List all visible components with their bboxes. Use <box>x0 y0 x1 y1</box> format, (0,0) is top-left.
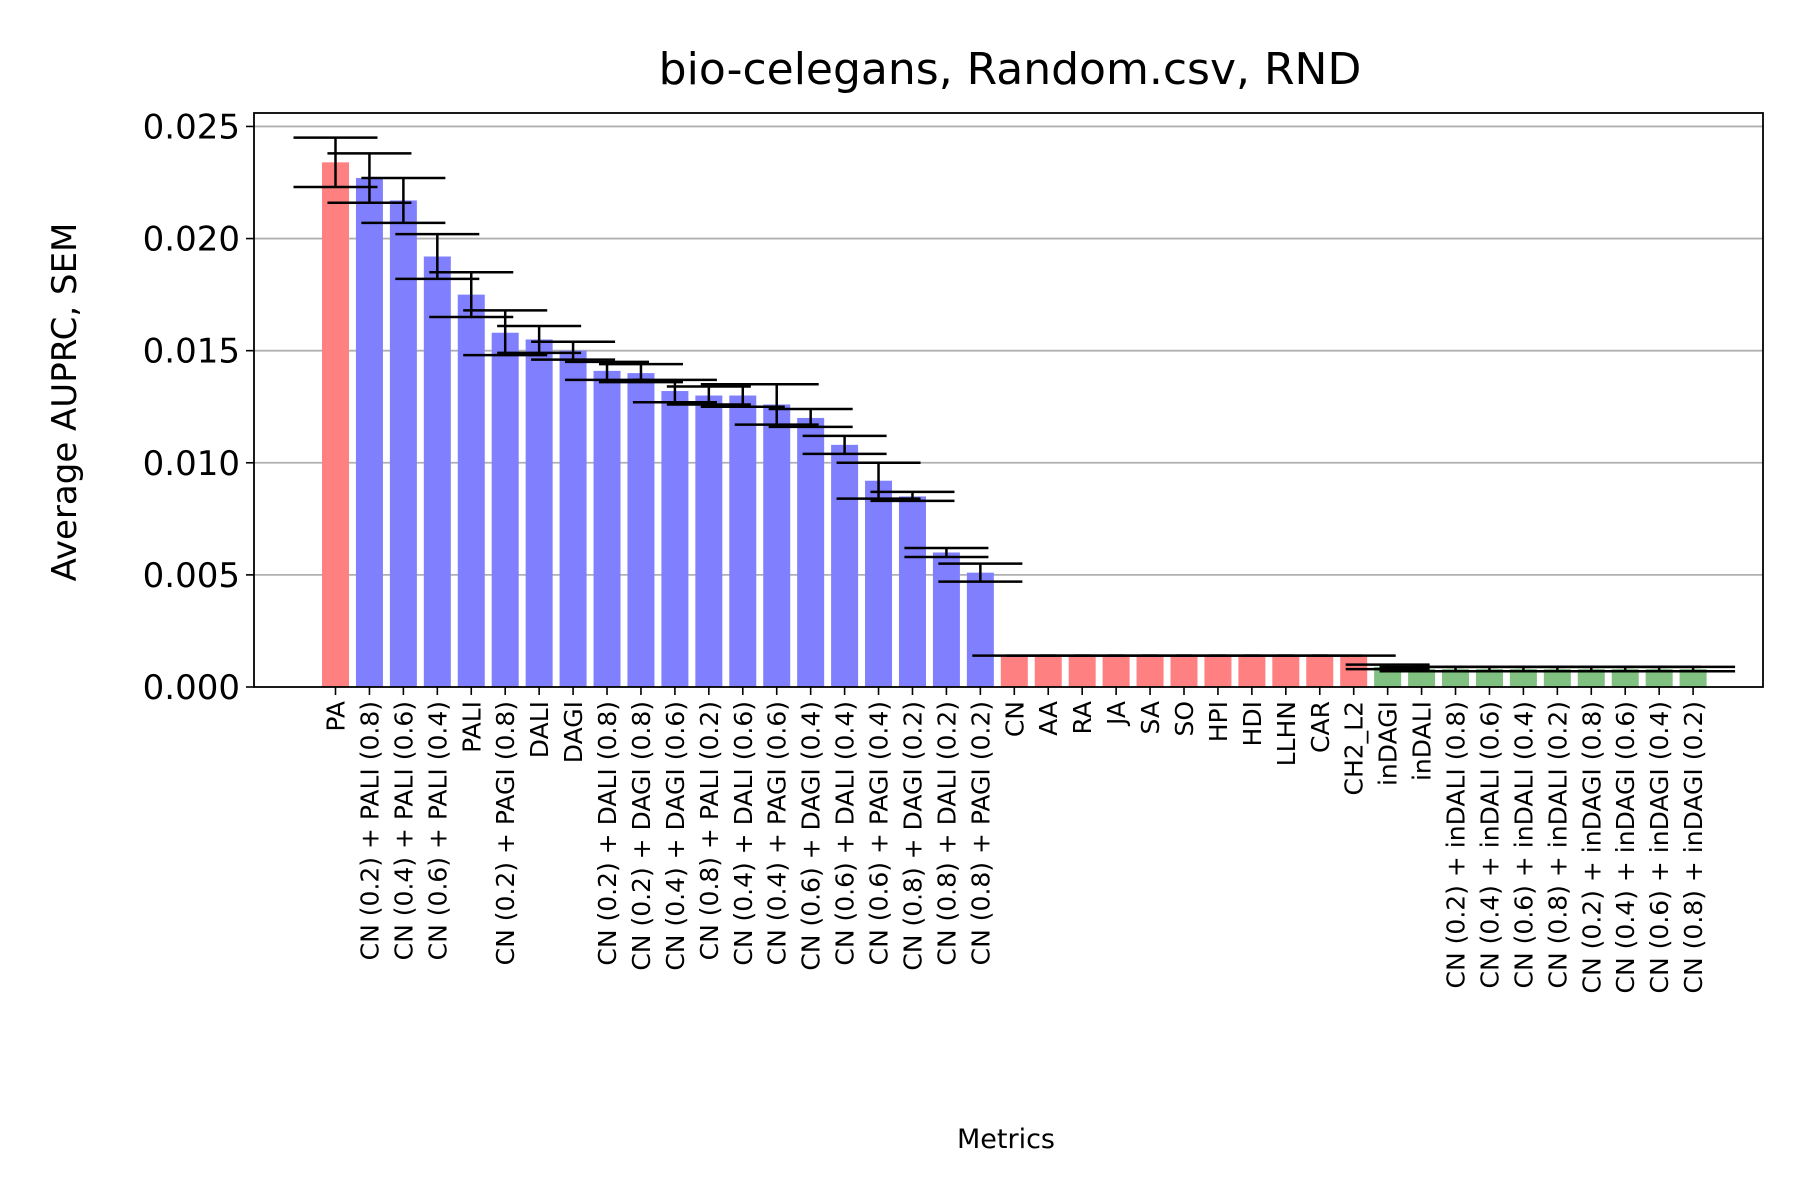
x-tick-label: CN (0.2) + inDAGI (0.8) <box>1577 701 1606 993</box>
bar <box>593 370 621 687</box>
x-tick-label: CN (0.4) + DALI (0.6) <box>729 701 758 966</box>
x-tick-label: CN (0.6) + inDALI (0.4) <box>1509 701 1538 988</box>
y-tick-label: 0.000 <box>143 668 240 708</box>
y-tick-label: 0.020 <box>143 220 240 260</box>
bar <box>423 256 451 687</box>
x-tick-label: CH2_L2 <box>1340 701 1369 796</box>
x-tick-label: CN (0.2) + PALI (0.8) <box>355 701 384 960</box>
x-tick-label: CN (0.6) + DALI (0.4) <box>831 701 860 966</box>
bar <box>457 294 485 687</box>
x-axis-label: Metrics <box>957 1124 1055 1155</box>
bar <box>1204 655 1232 687</box>
x-tick-label: CAR <box>1306 701 1335 753</box>
bar <box>389 200 417 687</box>
bar <box>1034 655 1062 687</box>
bar <box>729 395 757 687</box>
x-tick-label: HPI <box>1204 701 1233 742</box>
x-tick-label: CN (0.4) + inDALI (0.6) <box>1475 701 1504 988</box>
x-tick-label: CN (0.8) + DAGI (0.2) <box>898 701 927 971</box>
bar <box>1306 655 1334 687</box>
bar <box>1509 669 1537 687</box>
x-tick-label: SA <box>1136 701 1165 734</box>
bar <box>797 417 825 687</box>
x-tick-label: CN (0.4) + DAGI (0.6) <box>661 701 690 971</box>
x-tick-label: CN (0.8) + PALI (0.2) <box>695 701 724 960</box>
x-tick-label: inDAGI <box>1374 701 1403 786</box>
y-tick-label: 0.015 <box>143 332 240 372</box>
chart-title: bio-celegans, Random.csv, RND <box>659 44 1362 95</box>
bar <box>1543 669 1571 687</box>
bar <box>627 373 655 687</box>
x-tick-label: CN (0.8) + inDALI (0.2) <box>1543 701 1572 988</box>
x-tick-label: PA <box>322 701 351 732</box>
bar <box>1679 669 1707 687</box>
x-tick-label: CN (0.6) + PAGI (0.4) <box>865 701 894 965</box>
bar <box>661 391 689 687</box>
x-axis-ticks: PA CN (0.2) + PALI (0.8) CN (0.4) + PALI (… <box>322 687 1708 993</box>
bar <box>865 480 893 687</box>
bar <box>898 496 926 687</box>
bar <box>491 332 519 687</box>
x-tick-label: DALI <box>525 701 554 758</box>
bar <box>525 339 553 687</box>
bar <box>932 552 960 687</box>
x-tick-label: CN (0.4) + PAGI (0.6) <box>763 701 792 965</box>
bar <box>355 178 383 687</box>
x-tick-label: AA <box>1034 701 1063 736</box>
x-tick-label: PALI <box>457 701 486 753</box>
y-axis-label: Average AUPRC, SEM <box>45 223 85 582</box>
bar <box>763 404 791 687</box>
x-tick-label: CN (0.6) + inDAGI (0.4) <box>1645 701 1674 993</box>
x-tick-label: CN (0.2) + DALI (0.8) <box>593 701 622 966</box>
x-tick-label: CN <box>1000 701 1029 737</box>
bar <box>559 350 587 687</box>
x-tick-label: CN (0.8) + inDAGI (0.2) <box>1679 701 1708 993</box>
y-axis-ticks: 0.000 0.005 0.010 0.015 0.020 0.025 <box>143 107 254 708</box>
x-tick-label: CN (0.2) + DAGI (0.8) <box>627 701 656 971</box>
bar <box>1577 669 1605 687</box>
bar <box>1611 669 1639 687</box>
y-tick-label: 0.010 <box>143 444 240 484</box>
error-bars <box>293 136 1736 673</box>
x-tick-label: inDALI <box>1408 701 1437 781</box>
bar <box>1102 655 1130 687</box>
bar <box>1000 655 1028 687</box>
bar <box>1272 655 1300 687</box>
bar <box>831 444 859 687</box>
bar <box>1475 669 1503 687</box>
x-tick-label: CN (0.6) + PALI (0.4) <box>423 701 452 960</box>
bar <box>322 162 349 687</box>
x-tick-label: CN (0.4) + PALI (0.6) <box>389 701 418 960</box>
bar <box>1442 669 1470 687</box>
x-tick-label: HDI <box>1238 701 1267 746</box>
bar <box>966 572 994 687</box>
bars <box>322 162 1707 687</box>
x-tick-label: SO <box>1170 701 1199 737</box>
x-tick-label: CN (0.4) + inDAGI (0.6) <box>1611 701 1640 993</box>
x-tick-label: JA <box>1102 701 1131 727</box>
x-tick-label: CN (0.6) + DAGI (0.4) <box>797 701 826 971</box>
x-tick-label: LLHN <box>1272 701 1301 766</box>
x-tick-label: CN (0.2) + inDALI (0.8) <box>1442 701 1471 988</box>
x-tick-label: RA <box>1068 701 1097 734</box>
x-tick-label: CN (0.2) + PAGI (0.8) <box>491 701 520 965</box>
y-tick-label: 0.025 <box>143 107 240 147</box>
plot-frame <box>253 112 1764 688</box>
bar <box>1340 655 1368 687</box>
bar <box>695 395 723 687</box>
x-tick-label: DAGI <box>559 701 588 763</box>
x-tick-label: CN (0.8) + PAGI (0.2) <box>966 701 995 965</box>
bar <box>1408 669 1436 687</box>
bar <box>1068 655 1096 687</box>
bar <box>1170 655 1198 687</box>
bar <box>1136 655 1164 687</box>
bar <box>1238 655 1266 687</box>
y-tick-label: 0.005 <box>143 556 240 596</box>
x-tick-label: CN (0.8) + DALI (0.2) <box>932 701 961 966</box>
bar <box>1645 669 1673 687</box>
